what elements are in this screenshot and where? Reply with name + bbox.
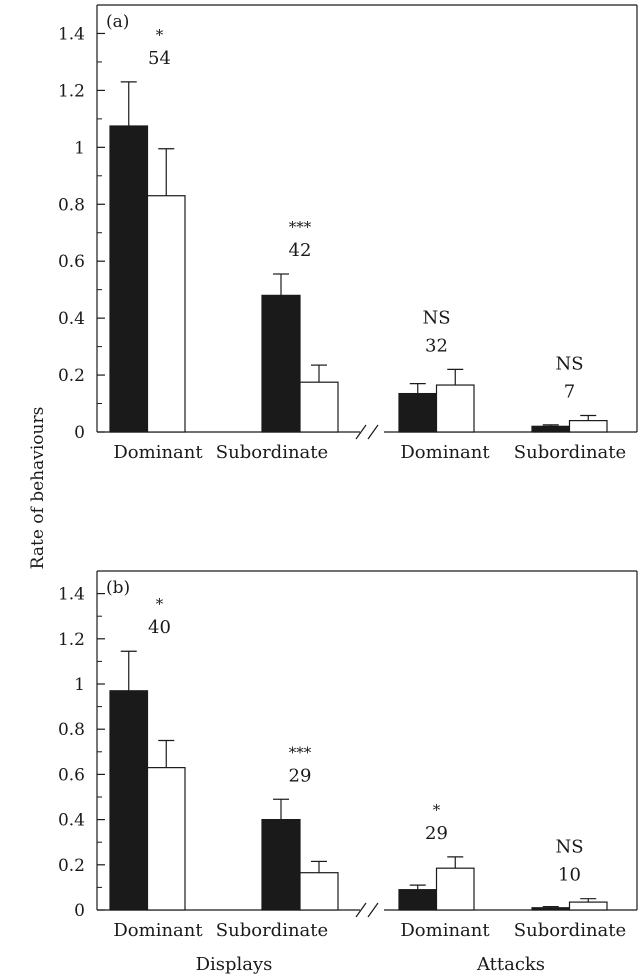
bar	[109, 125, 149, 433]
y-axis-label: Rate of behaviours	[28, 407, 48, 570]
significance-label: NS	[422, 307, 450, 328]
significance-label: *	[156, 26, 164, 44]
y-tick-label: 0.6	[58, 252, 85, 272]
bar	[261, 294, 301, 433]
y-tick-label: 0.2	[58, 366, 85, 386]
axis-break-mark	[367, 902, 379, 918]
y-tick-label: 0.4	[58, 811, 85, 831]
significance-label: *	[433, 801, 441, 819]
bar	[398, 392, 438, 433]
significance-label: NS	[555, 353, 583, 374]
bar	[435, 384, 475, 433]
y-tick-label: 0.8	[58, 720, 85, 740]
y-tick-label: 0	[74, 423, 85, 443]
bar	[531, 907, 571, 911]
bar	[261, 818, 301, 911]
panel-label: (b)	[106, 578, 130, 598]
sample-size-label: 54	[148, 48, 171, 69]
sample-size-label: 40	[148, 617, 171, 638]
x-category-label: Dominant	[113, 442, 203, 463]
bar	[299, 381, 339, 433]
y-tick-label: 0.2	[58, 856, 85, 876]
sample-size-label: 42	[289, 240, 312, 261]
y-tick-label: 1.2	[58, 81, 85, 101]
y-tick-label: 1.4	[58, 585, 85, 605]
x-category-label: Subordinate	[216, 442, 328, 463]
bar	[109, 690, 149, 911]
sample-size-label: 10	[558, 865, 581, 886]
x-group-label-displays: Displays	[196, 954, 273, 975]
significance-label: ***	[289, 218, 312, 236]
x-category-label: Dominant	[400, 442, 490, 463]
y-tick-label: 0.8	[58, 195, 85, 215]
sample-size-label: 29	[425, 823, 448, 844]
bar	[398, 889, 438, 911]
bar	[299, 872, 339, 911]
significance-label: NS	[555, 837, 583, 858]
bar	[435, 867, 475, 911]
panel-b: 0 0.2 0.4 0.6 0.8 1 1.2 1.4 (b) Dominant * 40 Subord…	[58, 570, 638, 941]
axis-break-mark	[355, 902, 367, 918]
axis-break-mark	[367, 424, 379, 440]
significance-label: ***	[289, 743, 312, 761]
y-tick-label: 0	[74, 901, 85, 921]
y-tick-label: 1	[74, 138, 85, 158]
x-category-label: Subordinate	[514, 920, 626, 941]
y-tick-label: 0.4	[58, 309, 85, 329]
x-group-label-attacks: Attacks	[476, 954, 545, 975]
significance-label: *	[156, 595, 164, 613]
x-category-label: Dominant	[400, 920, 490, 941]
panel-label: (a)	[106, 12, 129, 32]
x-category-label: Subordinate	[514, 442, 626, 463]
axis-break-mark	[355, 424, 367, 440]
bar	[146, 767, 186, 911]
sample-size-label: 32	[425, 335, 448, 356]
y-tick-label: 1.4	[58, 24, 85, 44]
x-category-label: Dominant	[113, 920, 203, 941]
bar	[568, 420, 608, 433]
panel-a: 0 0.2 0.4 0.6 0.8 1 1.2 1.4 (a) Dominant * 54 Subord…	[58, 4, 638, 463]
sample-size-label: 7	[564, 381, 575, 402]
bar	[531, 425, 571, 433]
x-category-label: Subordinate	[216, 920, 328, 941]
bar	[146, 195, 186, 433]
y-tick-label: 1	[74, 675, 85, 695]
sample-size-label: 29	[289, 765, 312, 786]
bar	[568, 901, 608, 911]
y-tick-label: 1.2	[58, 630, 85, 650]
y-tick-label: 0.6	[58, 765, 85, 785]
